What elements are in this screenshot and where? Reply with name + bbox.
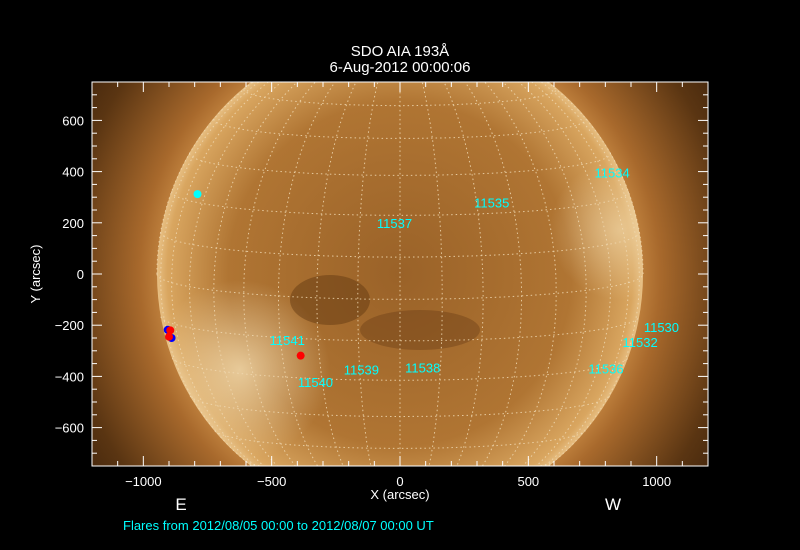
active-region-label: 11537 <box>377 216 412 231</box>
y-tick-label: −200 <box>55 318 84 333</box>
east-label: E <box>175 495 186 514</box>
active-region-label: 11534 <box>595 165 630 180</box>
latitude-line <box>367 514 434 516</box>
active-region-label: 11536 <box>588 362 623 377</box>
west-label: W <box>605 495 621 514</box>
sun-image <box>92 37 708 516</box>
y-tick-label: 400 <box>62 165 84 180</box>
x-tick-label: 500 <box>517 474 539 489</box>
x-tick-label: 1000 <box>642 474 671 489</box>
x-tick-label: −1000 <box>125 474 162 489</box>
heliographic-grid <box>156 37 644 516</box>
active-region-label: 11540 <box>298 375 333 390</box>
y-tick-label: −400 <box>55 369 84 384</box>
y-axis-label: Y (arcsec) <box>28 245 43 304</box>
active-region-label: 11539 <box>344 363 379 378</box>
latitude-line <box>358 37 442 41</box>
x-tick-label: −500 <box>257 474 286 489</box>
longitude-line <box>517 82 612 466</box>
longitude-line <box>546 82 644 275</box>
flare-marker <box>165 332 173 341</box>
flare-marker <box>296 351 305 360</box>
x-tick-label: 0 <box>396 474 403 489</box>
active-region-label: 11532 <box>623 335 658 350</box>
y-tick-label: 200 <box>62 216 84 231</box>
latitude-line <box>321 503 479 509</box>
y-tick-label: −600 <box>55 421 84 436</box>
flare-range-footer: Flares from 2012/08/05 00:00 to 2012/08/… <box>123 518 434 533</box>
flare-marker <box>166 326 175 335</box>
flare-marker <box>193 190 202 199</box>
x-axis-label: X (arcsec) <box>370 487 429 502</box>
longitude-line <box>156 82 254 275</box>
axis-ticks: −1000 −500 0 500 1000 −600 −400 −200 0 200 400 600 <box>55 82 709 489</box>
active-region-label: 11530 <box>644 320 679 335</box>
y-tick-label: 0 <box>77 267 84 282</box>
active-region-label: 11538 <box>405 361 440 376</box>
latitude-line <box>189 153 611 176</box>
latitude-line <box>214 430 586 449</box>
latitude-line <box>156 273 644 300</box>
active-region-label: 11541 <box>270 333 305 348</box>
chart-title: SDO AIA 193Å <box>351 43 449 60</box>
active-region-label: 11535 <box>474 195 509 210</box>
y-tick-label: 600 <box>62 113 84 128</box>
chart-subtitle: 6-Aug-2012 00:00:06 <box>330 59 471 76</box>
longitude-line <box>188 82 283 466</box>
